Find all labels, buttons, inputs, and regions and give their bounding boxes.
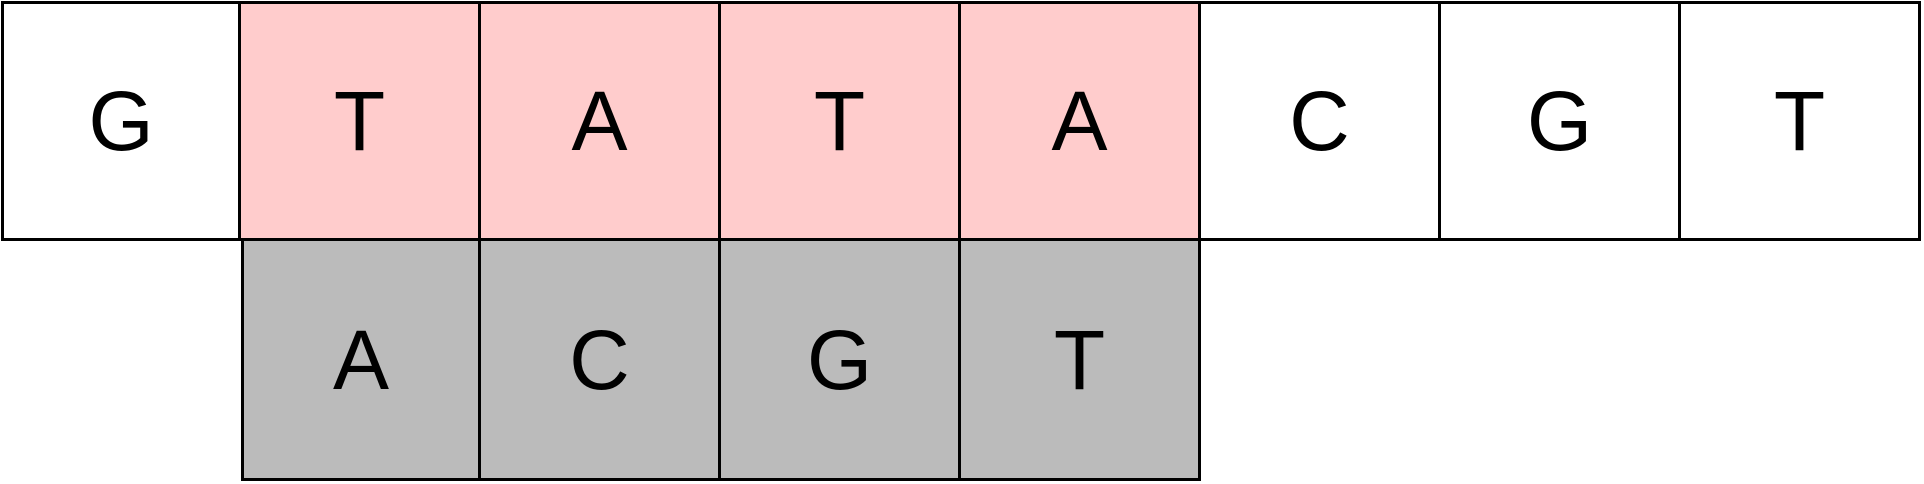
sequence-cell: T xyxy=(1678,1,1921,241)
pattern-cell: G xyxy=(718,238,961,481)
sequence-cell: G xyxy=(1,1,241,241)
sequence-row: G T A T A C G T xyxy=(1,1,1921,241)
sequence-cell: A xyxy=(958,1,1201,241)
pattern-cell: T xyxy=(958,238,1201,481)
pattern-cell: A xyxy=(241,238,481,481)
pattern-cell: C xyxy=(478,238,721,481)
sequence-cell: T xyxy=(238,1,481,241)
sequence-cell: T xyxy=(718,1,961,241)
sequence-cell: C xyxy=(1198,1,1441,241)
sequence-cell: G xyxy=(1438,1,1681,241)
sequence-cell: A xyxy=(478,1,721,241)
pattern-row: A C G T xyxy=(241,238,1201,481)
